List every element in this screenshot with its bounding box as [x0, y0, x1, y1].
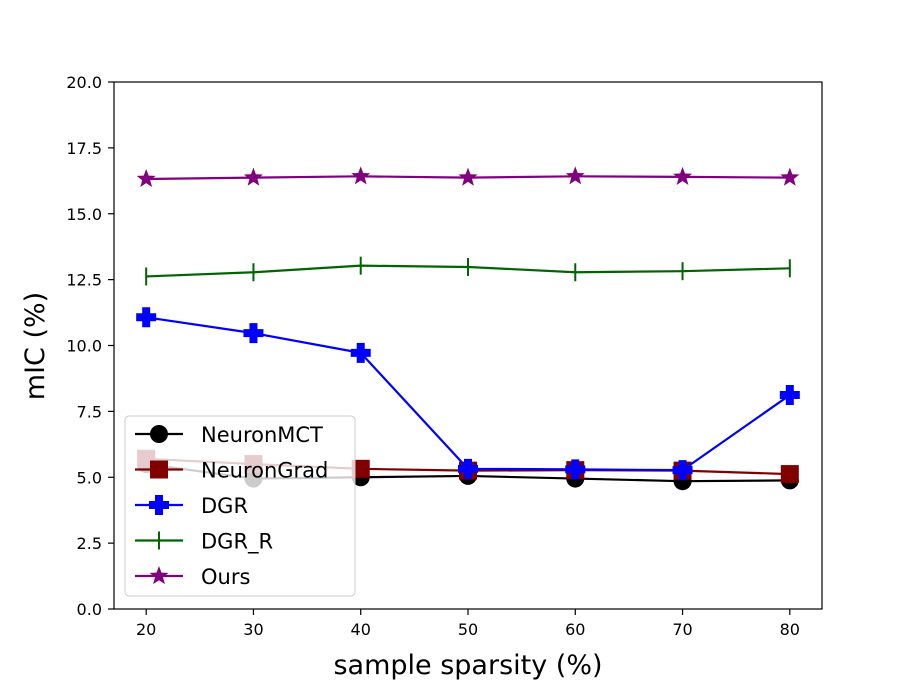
y-tick-label: 2.5 — [77, 534, 102, 553]
x-tick-label: 30 — [243, 620, 263, 639]
legend-marker — [149, 495, 169, 515]
x-tick-label: 50 — [458, 620, 478, 639]
x-axis: 20 30 40 50 60 70 80 — [136, 609, 800, 639]
y-tick-label: 5.0 — [77, 468, 102, 487]
legend-label: NeuronMCT — [201, 423, 323, 447]
x-tick-label: 60 — [565, 620, 585, 639]
x-axis-title: sample sparsity (%) — [333, 650, 602, 681]
data-point — [350, 342, 371, 363]
data-point — [243, 167, 263, 186]
legend-label: DGR_R — [201, 530, 273, 555]
legend-marker — [149, 566, 169, 585]
x-tick-label: 20 — [136, 620, 156, 639]
data-point — [136, 307, 157, 328]
legend-marker — [150, 425, 168, 443]
legend-item: NeuronGrad — [135, 459, 328, 483]
series-dgr-r — [145, 256, 791, 286]
y-tick-label: 15.0 — [66, 205, 102, 224]
y-tick-label: 7.5 — [77, 402, 102, 421]
data-point — [672, 460, 693, 481]
data-point — [243, 323, 264, 344]
y-tick-label: 12.5 — [66, 271, 102, 290]
y-tick-label: 17.5 — [66, 139, 102, 158]
data-point — [458, 458, 478, 479]
data-point — [351, 459, 370, 478]
x-tick-label: 70 — [672, 620, 692, 639]
x-tick-label: 80 — [780, 620, 800, 639]
y-tick-label: 20.0 — [66, 73, 102, 92]
data-point — [565, 166, 585, 185]
y-axis: 0.0 2.5 5.0 7.5 10.0 12.5 15.0 17.5 20.0 — [66, 73, 114, 619]
legend-label: NeuronGrad — [201, 459, 328, 483]
data-point — [458, 167, 478, 186]
legend-label: Ours — [201, 565, 250, 589]
x-tick-label: 40 — [351, 620, 371, 639]
data-point — [779, 385, 800, 406]
legend-label: DGR — [201, 494, 248, 518]
legend-item: Ours — [135, 565, 250, 589]
y-tick-label: 0.0 — [77, 600, 102, 619]
data-point — [351, 166, 371, 185]
data-point — [780, 465, 799, 484]
data-point — [673, 166, 693, 185]
legend: NeuronMCT NeuronGrad DGR DGR_R Ours — [124, 415, 356, 597]
legend-item: DGR — [135, 494, 248, 518]
series-ours — [136, 166, 800, 188]
data-point — [780, 167, 800, 186]
y-axis-title: mIC (%) — [20, 292, 51, 400]
legend-item: DGR_R — [135, 530, 273, 555]
series-dgr — [136, 307, 800, 481]
legend-marker — [150, 460, 168, 479]
y-tick-label: 10.0 — [66, 337, 102, 356]
data-point — [565, 459, 586, 480]
legend-item: NeuronMCT — [135, 423, 323, 447]
legend-box — [124, 415, 356, 597]
data-point — [136, 168, 156, 188]
